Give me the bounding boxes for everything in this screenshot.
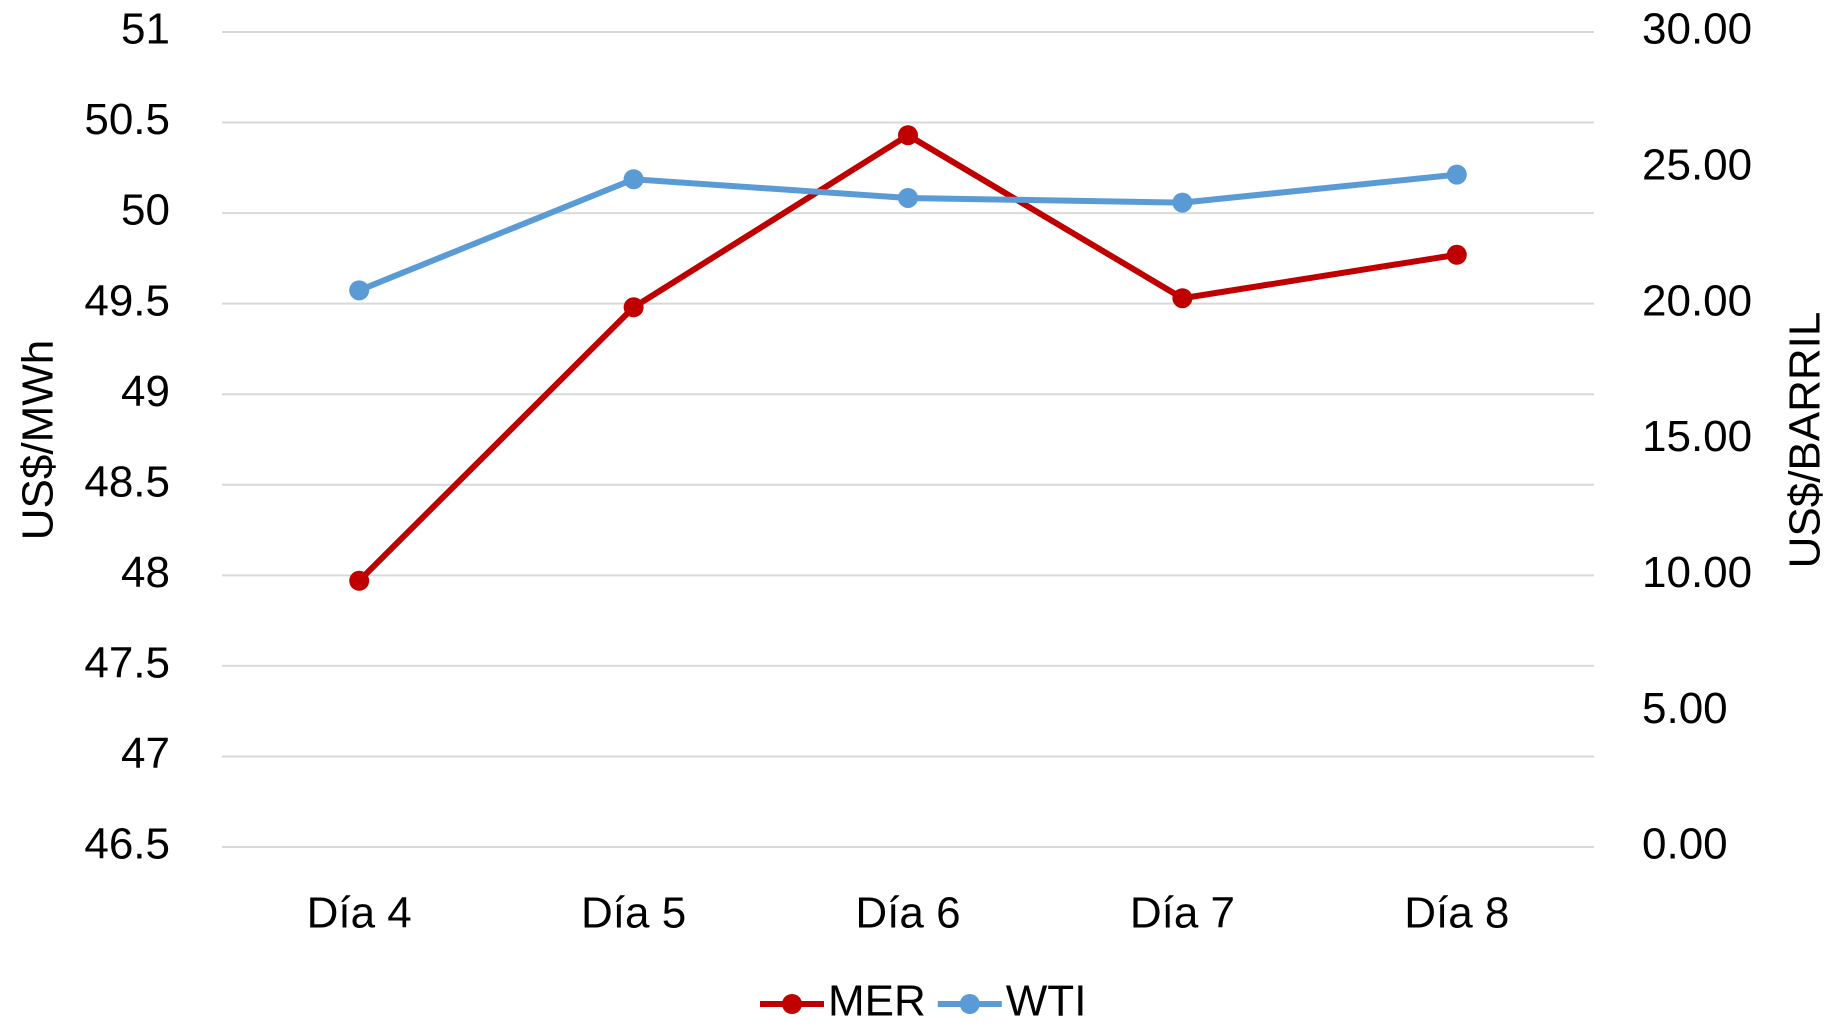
y-tick-label: 47.5 (84, 639, 170, 688)
legend-marker (959, 994, 980, 1014)
y-tick-label: 46.5 (84, 820, 170, 869)
data-point (349, 570, 370, 591)
y-tick-label: 51 (121, 5, 170, 54)
legend-label: MER (828, 977, 926, 1023)
data-point (1446, 244, 1467, 265)
data-point (349, 280, 370, 301)
y-tick-label: 48.5 (84, 457, 170, 506)
data-point (898, 187, 918, 208)
y-tick-label: 47 (121, 729, 170, 778)
legend-marker (782, 994, 802, 1014)
y-tick-label: 50 (121, 186, 170, 235)
y-tick-label: 49.5 (84, 276, 170, 325)
x-tick-label: Día 6 (855, 889, 960, 938)
y2-tick-label: 10.00 (1642, 548, 1752, 597)
y2-tick-label: 20.00 (1642, 276, 1752, 325)
x-tick-label: Día 5 (581, 889, 686, 938)
y2-tick-label: 5.00 (1642, 684, 1728, 733)
data-point (1172, 288, 1193, 309)
data-point (1172, 192, 1193, 213)
legend-label: WTI (1006, 977, 1087, 1023)
x-tick-label: Día 4 (307, 889, 412, 938)
y-axis-title: US$/MWh (14, 340, 63, 540)
y2-tick-label: 0.00 (1642, 820, 1728, 869)
y-tick-label: 48 (121, 548, 170, 597)
y2-tick-label: 25.00 (1642, 140, 1752, 189)
y2-tick-label: 15.00 (1642, 412, 1752, 461)
y2-axis-title: US$/BARRIL (1781, 312, 1830, 569)
data-point (1446, 164, 1467, 185)
data-point (623, 169, 644, 190)
y2-tick-label: 30.00 (1642, 5, 1752, 54)
y-tick-label: 49 (121, 367, 170, 416)
data-point (898, 125, 918, 146)
x-tick-label: Día 7 (1130, 889, 1235, 938)
data-point (623, 297, 644, 318)
y-tick-label: 50.5 (84, 95, 170, 144)
x-tick-label: Día 8 (1404, 889, 1509, 938)
